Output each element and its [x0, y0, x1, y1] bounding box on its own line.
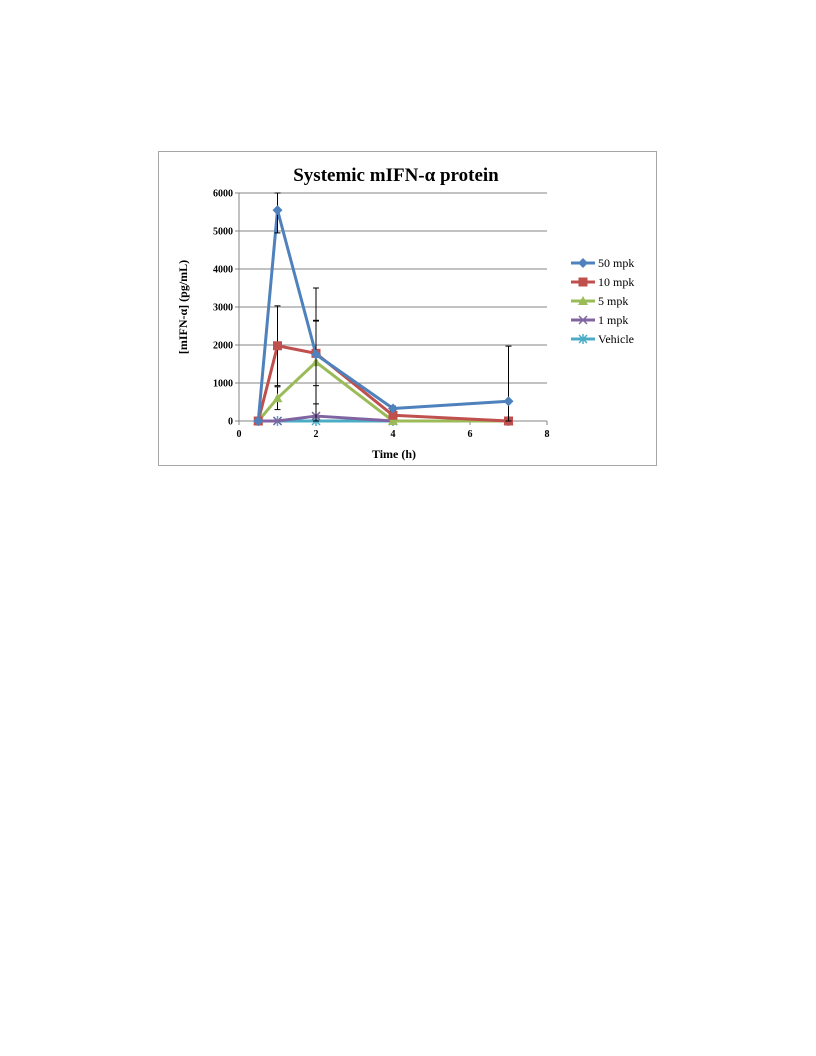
legend-swatch-marker	[578, 315, 588, 325]
chart-figure: Systemic mIFN-α protein 0 1000 2000 3000 400…	[158, 151, 657, 466]
series-layer	[253, 192, 514, 426]
legend-label: 5 mpk	[598, 294, 628, 308]
legend-swatch-marker	[578, 334, 588, 344]
x-tick-label: 4	[391, 429, 396, 440]
legend: 50 mpk 10 mpk 5 mpk 1 mpk Vehicle	[571, 256, 634, 346]
legend-item: 50 mpk	[571, 256, 634, 270]
y-tick-label: 4000	[213, 265, 233, 276]
x-tick-labels: 0 2 4 6 8	[237, 429, 550, 440]
chart-canvas: Systemic mIFN-α protein 0100020003000400…	[176, 165, 634, 461]
y-tick-label: 6000	[213, 189, 233, 200]
y-tick-label: 1000	[213, 379, 233, 390]
y-tick-labels: 0 1000 2000 3000 4000 5000 6000	[213, 189, 233, 428]
y-tick-label: 2000	[213, 341, 233, 352]
series-line	[257, 360, 509, 423]
y-tick-label: 0	[228, 417, 233, 428]
legend-label: 50 mpk	[598, 256, 634, 270]
error-bar	[505, 345, 512, 422]
chart-title: Systemic mIFN-α protein	[293, 165, 499, 186]
y-axis-title: [mIFN-α] (pg/mL)	[176, 260, 190, 354]
data-point	[503, 396, 514, 407]
data-point	[388, 403, 398, 414]
gridlines	[239, 192, 547, 384]
data-point	[272, 393, 283, 403]
legend-item: 5 mpk	[571, 294, 628, 308]
data-point	[253, 416, 264, 426]
legend-item: 10 mpk	[571, 275, 634, 289]
series-line	[256, 208, 509, 422]
y-tick-label: 5000	[213, 227, 233, 238]
x-tick-label: 8	[545, 429, 550, 440]
x-tick-label: 2	[314, 429, 319, 440]
legend-item: 1 mpk	[571, 313, 628, 327]
data-point	[311, 349, 321, 360]
legend-swatch-marker	[578, 296, 588, 305]
legend-item: Vehicle	[571, 332, 634, 346]
legend-label: 1 mpk	[598, 313, 628, 327]
legend-swatch-marker	[578, 277, 588, 287]
data-point	[388, 416, 398, 425]
legend-label: Vehicle	[598, 332, 634, 346]
legend-swatch-marker	[578, 258, 588, 268]
data-point	[272, 416, 283, 426]
legend-label: 10 mpk	[598, 275, 634, 289]
series-50-mpk	[253, 192, 514, 426]
data-point	[388, 410, 398, 420]
x-tick-label: 0	[237, 429, 242, 440]
x-tick-label: 6	[468, 429, 473, 440]
x-axis-title: Time (h)	[372, 447, 416, 461]
series-10-mpk	[253, 305, 513, 426]
y-tick-label: 3000	[213, 303, 233, 314]
data-point	[273, 341, 282, 351]
data-point	[272, 205, 283, 216]
